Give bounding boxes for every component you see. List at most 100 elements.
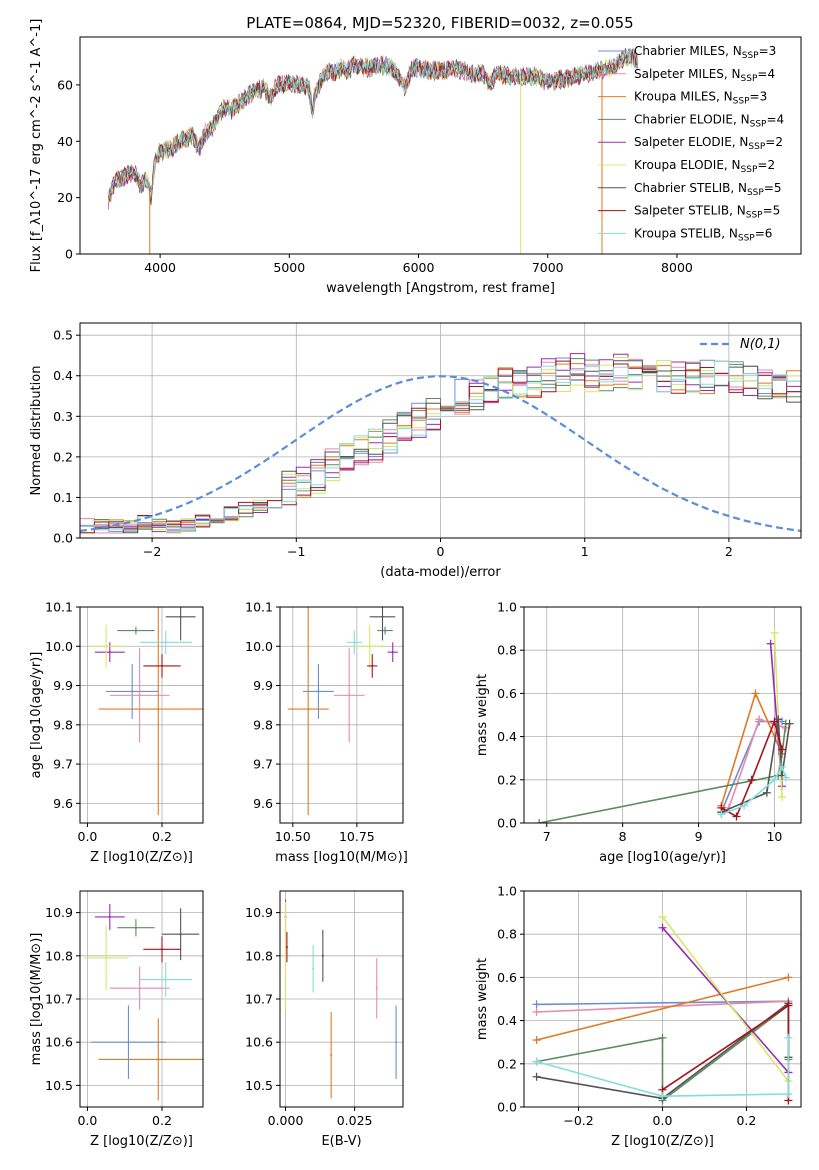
x-tick-label: 9	[695, 829, 703, 844]
x-tick-label: 10	[766, 829, 782, 844]
x-tick-label: 10.75	[339, 829, 375, 844]
x-tick-label: 8	[619, 829, 627, 844]
legend-label: Salpeter MILES, NSSP=4	[634, 67, 775, 84]
y-tick-label: 0.4	[497, 729, 517, 744]
data-point	[161, 948, 163, 951]
weight-marker	[770, 775, 779, 784]
weight-marker	[747, 775, 756, 784]
data-point	[307, 708, 310, 711]
y-tick-label: 0.2	[497, 772, 517, 787]
y-tick-label: 10.6	[245, 1035, 273, 1050]
data-point	[179, 615, 182, 618]
data-point	[375, 987, 378, 990]
y-tick-label: 0	[65, 247, 73, 262]
plot-content	[83, 903, 203, 1101]
weight-marker	[532, 1007, 541, 1016]
x-tick-label: 1	[581, 544, 589, 559]
weight-line	[536, 976, 789, 1041]
y-tick-label: 9.6	[53, 796, 73, 811]
weight-line	[661, 916, 790, 1082]
x-tick-label: 4000	[144, 260, 176, 275]
y-tick-label: 0.2	[497, 1056, 517, 1071]
y-tick-label: 9.6	[253, 796, 273, 811]
data-point	[384, 629, 387, 632]
data-point	[348, 694, 351, 697]
x-tick-label: 0.2	[736, 1113, 756, 1128]
y-tick-label: 10.5	[245, 1078, 273, 1093]
legend-label: Salpeter STELIB, NSSP=5	[634, 204, 780, 221]
weight-marker	[770, 628, 779, 637]
legend-label: Kroupa STELIB, NSSP=6	[634, 226, 772, 243]
weight-marker	[658, 1033, 667, 1042]
data-point	[134, 926, 137, 929]
y-tick-label: 9.8	[53, 717, 73, 732]
data-point	[395, 1041, 398, 1044]
weight-marker	[532, 1057, 541, 1066]
y-axis-label: Normed distribution	[29, 366, 44, 496]
x-tick-label: −0.2	[563, 1113, 593, 1128]
spectrum-line	[108, 47, 639, 200]
y-tick-label: 9.9	[53, 678, 73, 693]
weight-marker	[658, 912, 667, 921]
weight-marker	[784, 1001, 793, 1010]
weight-marker	[717, 810, 726, 819]
data-point	[330, 1054, 333, 1057]
histogram-step	[80, 361, 801, 531]
x-tick-label: 0.0	[653, 1113, 673, 1128]
y-tick-label: 10.9	[245, 905, 273, 920]
y-tick-label: 0.0	[497, 816, 517, 831]
legend-label: Chabrier ELODIE, NSSP=4	[634, 112, 784, 129]
weight-line	[536, 1000, 789, 1013]
panel-residuals: −2 −1 0 1 2 0.0 0.1 0.2 0.3 0.4 0.5 (data-model)/er…	[29, 322, 802, 580]
data-point	[312, 967, 315, 970]
weight-marker	[532, 1072, 541, 1081]
y-tick-label: 20	[57, 190, 73, 205]
weight-marker	[732, 812, 741, 821]
data-point	[284, 954, 287, 957]
data-point	[105, 645, 108, 648]
plot-content	[87, 607, 203, 816]
data-point	[161, 664, 163, 667]
y-tick-label: 10.1	[45, 600, 73, 615]
normal-curve	[80, 375, 801, 532]
y-axis-label: Flux [f_λ10^-17 erg cm^-2 s^-1 A^-1]	[29, 19, 44, 273]
x-tick-label: 0.0	[78, 1113, 98, 1128]
axes-frame	[79, 606, 204, 824]
y-axis-label: mass [log10(M/M⊙)]	[29, 933, 44, 1066]
panel-mass-vs-Z: 0.0 0.2 10.5 10.6 10.7 10.8 10.9 Z [log10(Z/Z⊙)…	[29, 890, 204, 1149]
x-tick-label: 6000	[403, 260, 435, 275]
data-point	[368, 645, 371, 648]
x-tick-label: −2	[143, 544, 161, 559]
y-tick-label: 40	[57, 134, 73, 149]
x-axis-label: (data-model)/error	[380, 565, 501, 580]
x-tick-label: 7	[543, 829, 551, 844]
x-tick-label: 0.000	[268, 1113, 304, 1128]
y-tick-label: 1.0	[497, 600, 517, 615]
figure-title: PLATE=0864, MJD=52320, FIBERID=0032, z=0…	[246, 14, 633, 32]
data-point	[164, 641, 167, 644]
data-point	[108, 915, 111, 918]
y-tick-label: 0.2	[53, 449, 73, 464]
x-tick-label: 0	[437, 544, 445, 559]
y-tick-label: 10.8	[245, 948, 273, 963]
data-point	[317, 690, 320, 693]
y-tick-label: 0.6	[497, 686, 517, 701]
data-point	[157, 1058, 160, 1061]
x-tick-label: 7000	[532, 260, 564, 275]
spectrum-line	[108, 47, 639, 203]
y-tick-label: 10.0	[45, 639, 73, 654]
legend: Chabrier MILES, NSSP=3 Salpeter MILES, NS…	[598, 44, 784, 243]
weight-marker	[766, 639, 775, 648]
legend-label: N(0,1)	[740, 337, 781, 352]
weight-marker	[740, 801, 749, 810]
y-tick-label: 0.8	[497, 927, 517, 942]
legend-label: Kroupa MILES, NSSP=3	[634, 90, 767, 107]
legend-label: Chabrier STELIB, NSSP=5	[634, 181, 782, 198]
data-point	[105, 956, 108, 959]
histogram-step	[80, 353, 801, 533]
weight-line	[536, 1037, 790, 1098]
weight-marker	[778, 745, 787, 754]
weight-marker	[658, 923, 667, 932]
weight-line	[536, 1000, 789, 1006]
x-axis-label: Z [log10(Z/Z⊙)]	[90, 1134, 193, 1149]
